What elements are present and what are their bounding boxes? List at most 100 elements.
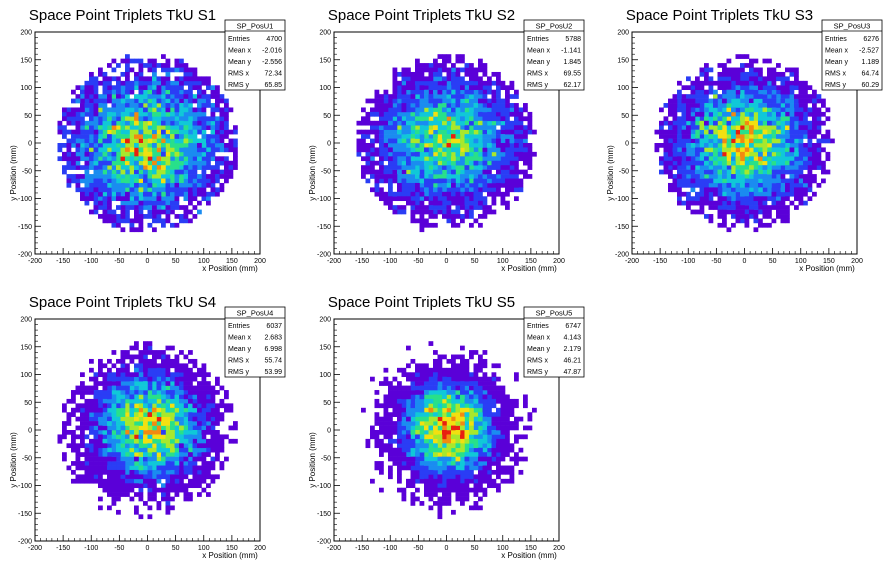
histogram-bin <box>138 403 144 409</box>
histogram-bin <box>93 461 99 466</box>
histogram-bin <box>192 187 198 193</box>
histogram-bin <box>188 483 193 489</box>
histogram-bin <box>156 407 162 413</box>
histogram-bin <box>464 214 470 219</box>
histogram-bin <box>681 160 687 166</box>
histogram-bin <box>219 94 225 99</box>
histogram-bin <box>71 160 76 166</box>
histogram-bin <box>156 218 162 224</box>
histogram-bin <box>464 71 470 77</box>
histogram-bin <box>428 165 434 170</box>
histogram-bin <box>740 174 745 179</box>
histogram-bin <box>93 438 99 444</box>
histogram-bin <box>722 76 727 82</box>
histogram-bin <box>428 98 434 104</box>
histogram-bin <box>776 200 781 206</box>
histogram-bin <box>89 416 94 422</box>
histogram-bin <box>704 76 709 82</box>
histogram-bin <box>487 89 492 95</box>
histogram-bin <box>170 205 175 210</box>
histogram-bin <box>379 147 384 153</box>
histogram-bin <box>446 80 452 86</box>
histogram-bin <box>464 363 470 369</box>
histogram-bin <box>152 354 157 360</box>
histogram-bin <box>174 390 180 395</box>
histogram-bin <box>120 492 126 497</box>
histogram-bin <box>527 160 533 166</box>
histogram-bin <box>179 385 184 391</box>
histogram-bin <box>138 218 144 224</box>
histogram-bin <box>794 116 799 122</box>
histogram-bin <box>668 182 673 188</box>
histogram-bin <box>170 156 175 162</box>
histogram-bin <box>192 67 198 73</box>
histogram-bin <box>138 474 144 480</box>
histogram-bin <box>116 474 121 480</box>
histogram-bin <box>116 187 121 193</box>
histogram-bin <box>740 54 745 59</box>
histogram-bin <box>183 425 189 431</box>
histogram-bin <box>102 178 108 184</box>
histogram-bin <box>708 165 714 170</box>
histogram-bin <box>206 151 211 157</box>
histogram-bin <box>201 394 207 400</box>
histogram-bin <box>455 54 461 59</box>
histogram-bin <box>762 169 768 175</box>
histogram-bin <box>686 156 691 162</box>
histogram-bin <box>491 461 497 466</box>
histogram-bin <box>767 138 772 144</box>
histogram-bin <box>125 129 130 135</box>
histogram-bin <box>71 478 76 484</box>
histogram-bin <box>206 465 211 471</box>
histogram-bin <box>170 209 175 215</box>
histogram-bin <box>125 218 130 224</box>
histogram-bin <box>361 174 366 179</box>
histogram-bin <box>188 116 193 122</box>
histogram-bin <box>478 174 483 179</box>
histogram-bin <box>672 116 678 122</box>
histogram-bin <box>478 443 483 449</box>
histogram-bin <box>116 129 121 135</box>
histogram-bin <box>370 120 375 126</box>
histogram-bin <box>717 156 723 162</box>
histogram-bin <box>179 67 184 73</box>
histogram-bin <box>383 196 389 202</box>
histogram-bin <box>464 390 470 395</box>
histogram-bin <box>116 222 121 228</box>
histogram-bin <box>206 407 211 413</box>
histogram-bin <box>460 151 465 157</box>
histogram-bin <box>233 125 238 130</box>
histogram-bin <box>125 483 130 489</box>
histogram-bin <box>75 447 81 453</box>
histogram-bin <box>89 147 94 153</box>
histogram-bin <box>379 107 384 113</box>
histogram-bin <box>415 103 420 108</box>
histogram-bin <box>487 76 492 82</box>
histogram-bin <box>116 381 121 386</box>
histogram-bin <box>165 443 171 449</box>
histogram-bin <box>659 107 664 113</box>
histogram-bin <box>93 390 99 395</box>
histogram-bin <box>210 156 216 162</box>
histogram-bin <box>460 196 465 202</box>
histogram-bin <box>496 94 501 99</box>
histogram-bin <box>138 438 144 444</box>
histogram-bin <box>156 501 162 506</box>
histogram-bin <box>374 120 380 126</box>
histogram-bin <box>776 191 781 197</box>
histogram-bin <box>188 147 193 153</box>
histogram-bin <box>111 151 117 157</box>
histogram-bin <box>179 174 184 179</box>
histogram-bin <box>170 98 175 104</box>
histogram-bin <box>753 218 759 224</box>
histogram-bin <box>134 129 139 135</box>
histogram-bin <box>161 151 166 157</box>
histogram-bin <box>179 165 184 170</box>
histogram-bin <box>102 385 108 391</box>
histogram-bin <box>138 111 144 117</box>
histogram-bin <box>89 94 94 99</box>
histogram-bin <box>125 456 130 462</box>
histogram-bin <box>762 80 768 86</box>
histogram-bin <box>460 191 465 197</box>
histogram-bin <box>197 160 202 166</box>
